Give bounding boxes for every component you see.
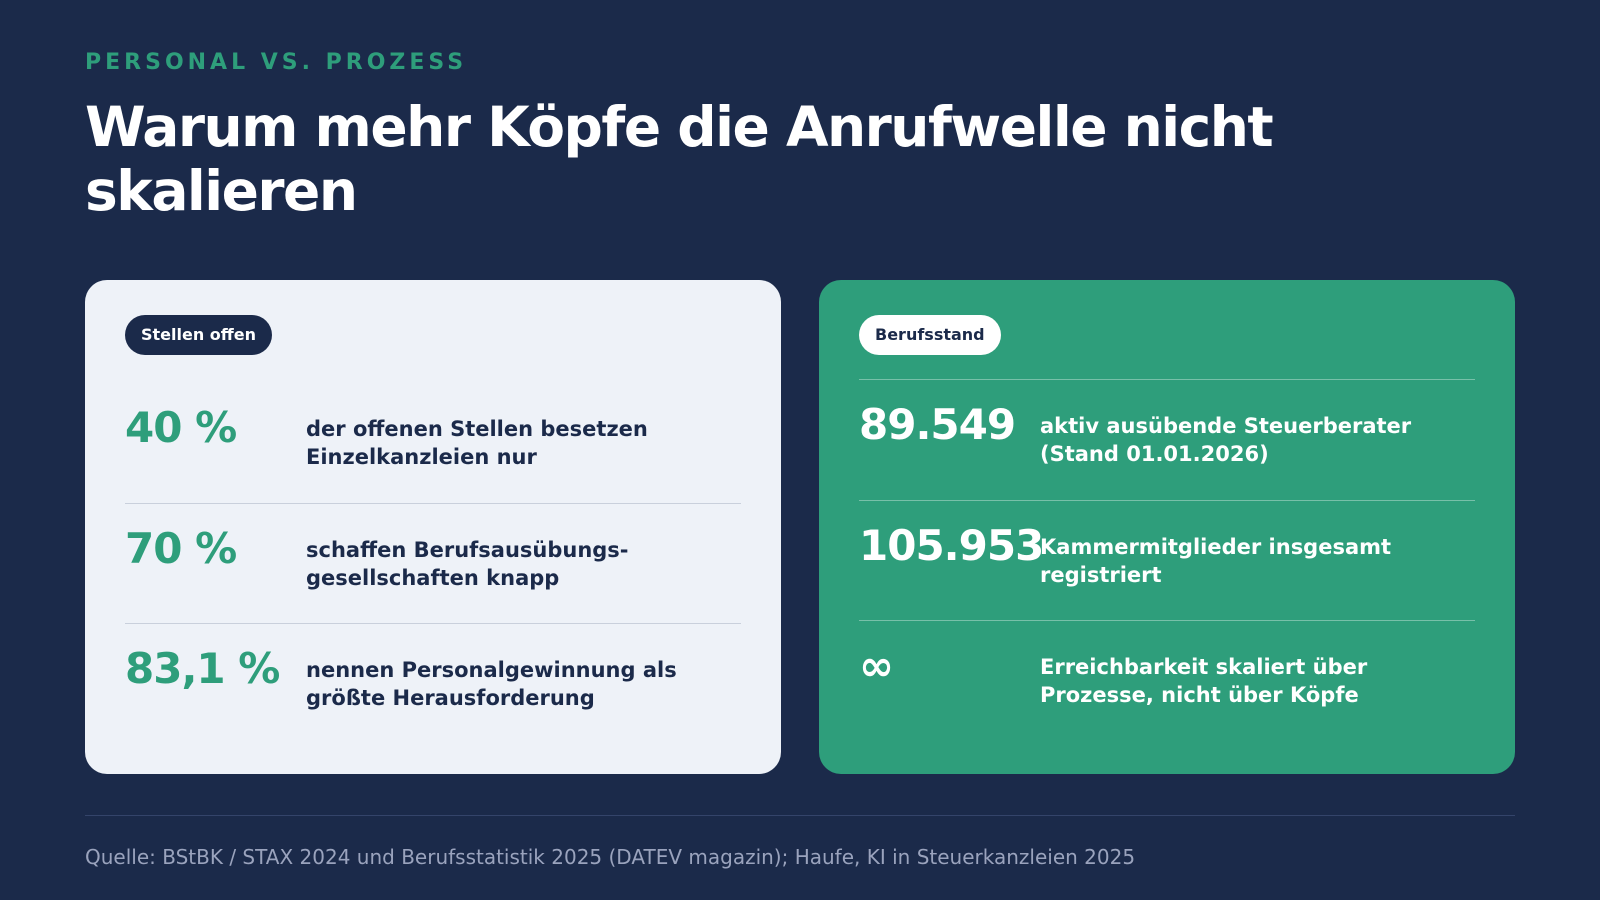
eyebrow: PERSONAL VS. PROZESS [85,50,468,75]
stat-row: 105.953 Kammermitglieder insgesamt regist… [859,500,1475,620]
stat-row: 83,1 % nennen Personalgewinnung als größt… [125,623,741,743]
stat-list: 40 % der offenen Stellen besetzen Einzelk… [125,383,741,743]
stat-row: 40 % der offenen Stellen besetzen Einzelk… [125,383,741,503]
stat-value: ∞ [859,641,894,690]
stat-text: aktiv ausübende Steuerberater (Stand 01.… [1040,414,1412,466]
badge: Berufsstand [859,315,1001,355]
stat-list: 89.549 aktiv ausübende Steuerberater (Sta… [859,379,1475,740]
source: Quelle: BStBK / STAX 2024 und Berufsstat… [85,845,1136,869]
stat-text: nennen Personalgewinnung als größte Hera… [306,658,677,710]
stat-value: 105.953 [859,521,1044,570]
stat-text: der offenen Stellen besetzen Einzelkanzl… [306,417,648,469]
stat-value: 40 % [125,403,237,452]
card: Berufsstand 89.549 aktiv ausübende Steuerb… [819,280,1515,774]
stat-text: schaffen Berufsausübungs-gesellschaften … [306,538,629,590]
card: Stellen offen 40 % der offenen Stellen bes… [85,280,781,774]
stat-row: ∞ Erreichbarkeit skaliert über Prozesse, … [859,620,1475,740]
badge: Stellen offen [125,315,272,355]
divider [85,815,1515,816]
stat-row: 89.549 aktiv ausübende Steuerberater (Sta… [859,380,1475,500]
stat-text: Kammermitglieder insgesamt registriert [1040,535,1392,587]
title: Warum mehr Köpfe die Anrufwelle nicht sk… [85,95,1274,223]
stat-text: Erreichbarkeit skaliert über Prozesse, n… [1040,655,1368,707]
stat-value: 70 % [125,524,237,573]
stat-row: 70 % schaffen Berufsausübungs-gesellschaf… [125,503,741,623]
stat-value: 89.549 [859,400,1016,449]
stat-value: 83,1 % [125,644,280,693]
